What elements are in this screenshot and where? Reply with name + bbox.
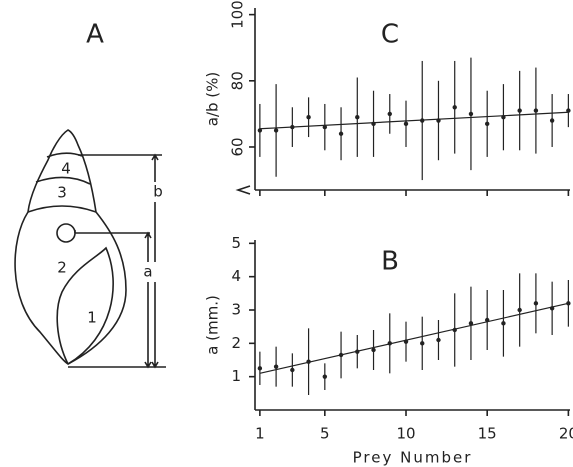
- mean-point: [290, 367, 295, 373]
- mean-point: [452, 105, 457, 110]
- mean-point: [501, 115, 506, 120]
- whorl-label: 4: [61, 160, 71, 178]
- panel-label: B: [381, 247, 399, 277]
- y-tick-label: 100: [229, 0, 247, 29]
- mean-point: [371, 347, 376, 353]
- y-tick-label: 1: [231, 367, 241, 385]
- fit-line: [259, 302, 569, 374]
- mean-point: [273, 364, 279, 369]
- fit-line: [259, 111, 569, 130]
- mean-point: [257, 366, 263, 371]
- dimension-lines: [68, 153, 166, 369]
- mean-point: [468, 321, 474, 326]
- y-tick-label: 4: [231, 267, 241, 285]
- mean-point: [290, 124, 295, 130]
- y-tick-label: 3: [231, 301, 241, 319]
- apex-marker: [56, 223, 76, 243]
- mean-point: [355, 349, 360, 354]
- mean-point: [436, 118, 441, 123]
- mean-point: [420, 118, 425, 123]
- mean-point: [517, 108, 522, 113]
- whorl-label: 2: [57, 259, 67, 277]
- whorl-label: 3: [57, 184, 67, 202]
- panel-label: C: [381, 20, 399, 50]
- mean-point: [566, 301, 571, 306]
- snail-diagram: A 4 3 2 1 a b: [14, 20, 166, 369]
- aperture: [56, 246, 114, 365]
- mean-point: [484, 317, 490, 323]
- whorl-label: 1: [87, 309, 97, 327]
- mean-point: [533, 108, 539, 113]
- mean-point: [322, 124, 328, 130]
- mean-point: [468, 111, 474, 117]
- mean-point: [533, 301, 539, 306]
- mean-point: [257, 128, 263, 133]
- x-tick-label: 15: [478, 425, 497, 443]
- label-bg: [140, 262, 156, 282]
- x-tick-label: 10: [396, 425, 415, 443]
- dimension-label: a: [143, 263, 152, 281]
- mean-point: [501, 321, 506, 326]
- x-tick-label: 5: [320, 425, 330, 443]
- mean-point: [387, 111, 392, 117]
- x-axis-label: Prey Number: [353, 449, 473, 467]
- mean-point: [403, 339, 409, 344]
- mean-point: [338, 131, 344, 136]
- y-tick-label: 80: [229, 71, 247, 90]
- mean-point: [452, 327, 457, 333]
- mean-point: [420, 341, 425, 346]
- mean-point: [549, 306, 555, 311]
- panel-label: A: [86, 20, 104, 50]
- mean-point: [306, 115, 311, 120]
- mean-point: [403, 121, 409, 127]
- axis-break: [235, 185, 251, 195]
- mean-point: [484, 121, 490, 127]
- mean-point: [306, 359, 311, 364]
- mean-point: [566, 108, 571, 113]
- mean-point: [387, 341, 392, 346]
- mean-point: [273, 128, 279, 133]
- y-axis-label: a (mm.): [204, 295, 222, 355]
- mean-point: [371, 121, 376, 127]
- x-tick-label: 1: [255, 425, 265, 443]
- mean-point: [355, 115, 360, 120]
- mean-point: [517, 307, 522, 313]
- label-bg: [150, 182, 166, 202]
- y-tick-label: 2: [231, 334, 241, 352]
- mean-point: [436, 337, 441, 343]
- mean-point: [322, 374, 328, 379]
- y-tick-label: 60: [229, 137, 247, 156]
- mean-point: [549, 118, 555, 123]
- y-axis-label: a/b (%): [204, 72, 222, 127]
- x-tick-label: 20: [559, 425, 573, 443]
- dimension-label: b: [153, 183, 163, 201]
- y-tick-label: 5: [231, 234, 241, 252]
- mean-point: [338, 352, 344, 358]
